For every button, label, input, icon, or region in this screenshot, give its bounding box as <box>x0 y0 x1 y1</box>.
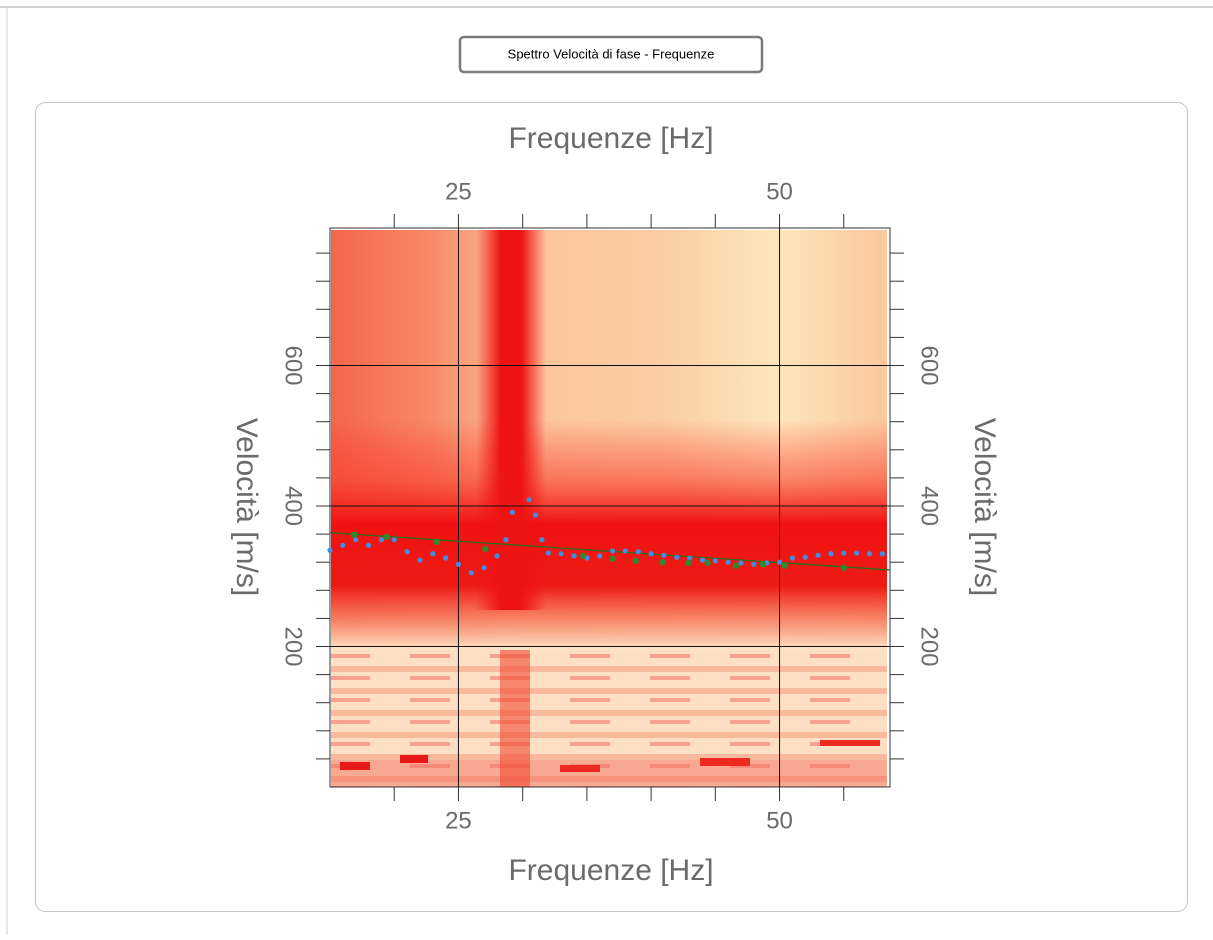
data-point <box>776 559 783 565</box>
data-point <box>378 537 384 543</box>
data-point <box>558 551 564 557</box>
data-point <box>802 554 808 560</box>
data-point <box>659 559 666 566</box>
y-tick-label: 200 <box>280 626 307 666</box>
data-point <box>351 531 358 539</box>
button-frame[interactable] <box>458 35 764 74</box>
data-point <box>482 545 489 553</box>
x-tick-label: 25 <box>445 807 472 834</box>
data-point <box>759 561 767 568</box>
data-point <box>532 512 539 518</box>
y-tick-label: 400 <box>280 486 307 526</box>
data-point <box>699 557 706 563</box>
data-point <box>840 564 847 572</box>
data-point <box>468 570 474 576</box>
heatmap-background <box>331 230 887 787</box>
x-tick-label: 50 <box>766 178 793 205</box>
data-point <box>481 565 487 571</box>
data-point <box>609 548 616 554</box>
y-axis-title-left: Velocità [m/s] <box>230 418 263 596</box>
data-point <box>815 552 821 558</box>
data-point <box>648 551 654 557</box>
button-label[interactable]: Spettro Velocità di fase - Frequenze <box>508 46 715 61</box>
x-axis-title-bottom: Frequenze [Hz] <box>508 854 713 887</box>
data-point <box>781 562 788 569</box>
data-point <box>738 560 744 566</box>
data-point <box>597 553 603 559</box>
data-point <box>661 552 667 558</box>
data-point <box>404 549 410 555</box>
data-point <box>539 537 545 543</box>
x-tick-label: 25 <box>445 178 472 205</box>
data-point <box>854 550 860 556</box>
y-tick-label: 600 <box>280 345 307 385</box>
data-point <box>353 537 359 543</box>
data-point <box>879 551 885 557</box>
data-point <box>841 550 847 556</box>
data-point <box>687 555 693 561</box>
data-point <box>433 538 440 546</box>
data-point <box>609 555 616 562</box>
data-point <box>725 559 731 565</box>
data-point <box>622 548 629 554</box>
y-tick-label: 200 <box>916 626 943 666</box>
data-point <box>828 551 834 557</box>
data-point <box>391 537 397 543</box>
data-point <box>704 559 711 567</box>
data-point <box>732 562 740 569</box>
button[interactable]: Spettro Velocità di fase - Frequenze <box>458 35 764 74</box>
data-point <box>635 549 641 555</box>
y-tick-label: 600 <box>916 345 943 385</box>
data-point <box>712 558 718 564</box>
data-point <box>327 547 333 553</box>
y-tick-label: 400 <box>916 486 943 526</box>
data-point <box>383 533 390 541</box>
data-point <box>442 555 449 561</box>
data-point <box>430 551 436 557</box>
data-point <box>632 557 639 564</box>
data-point <box>866 551 873 557</box>
x-axis-title-top: Frequenze [Hz] <box>508 122 713 155</box>
data-point <box>674 554 680 560</box>
data-point <box>509 509 515 515</box>
data-point <box>685 559 692 567</box>
data-point <box>417 557 423 563</box>
y-axis-title-right: Velocità [m/s] <box>968 418 1001 596</box>
data-point <box>503 537 509 543</box>
data-point <box>526 497 532 503</box>
data-point <box>455 561 462 567</box>
data-point <box>365 542 372 548</box>
x-tick-label: 50 <box>766 807 793 834</box>
data-point <box>340 542 346 548</box>
data-point <box>571 553 577 559</box>
plot-frame <box>329 227 891 788</box>
data-point <box>789 555 795 561</box>
data-point <box>579 552 587 560</box>
data-point <box>545 550 551 556</box>
data-point <box>494 553 500 559</box>
data-point <box>751 561 757 567</box>
